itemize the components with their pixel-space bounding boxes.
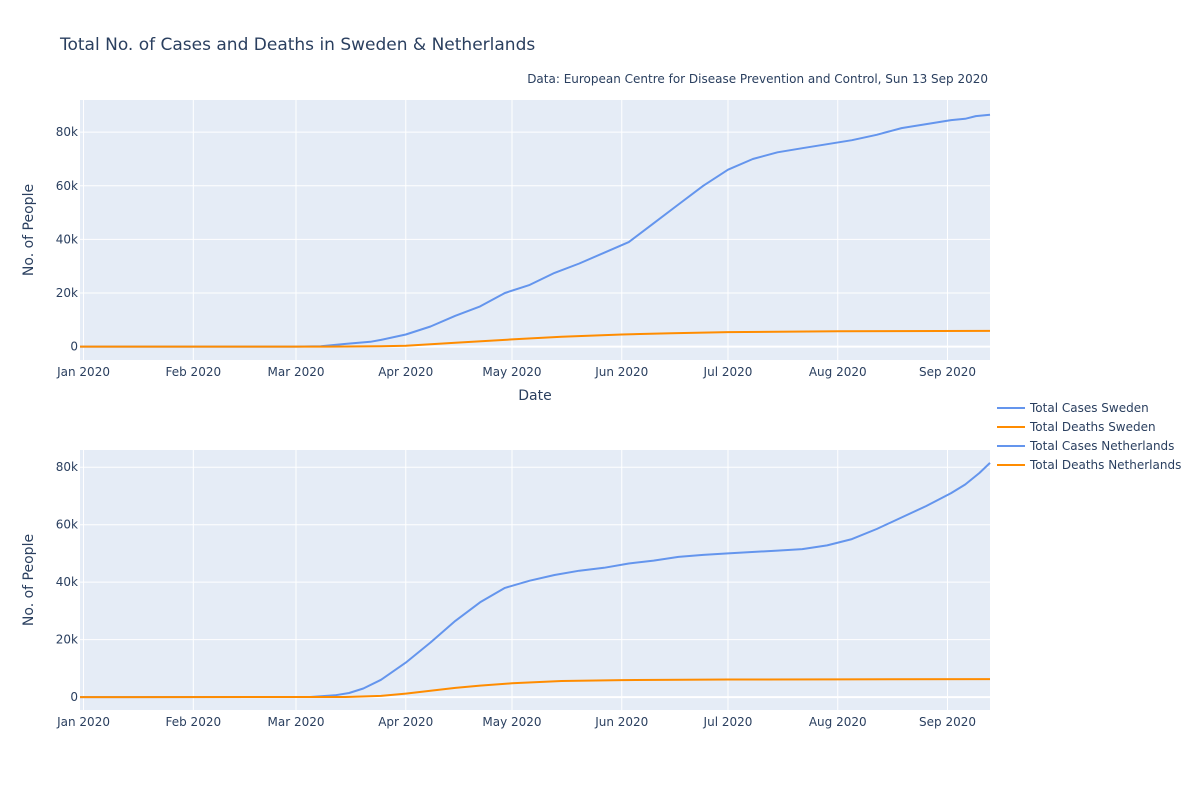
subplot-sweden: Jan 2020 Feb 2020 Mar 2020 Apr 2020 May 2020… [21, 100, 991, 404]
x-tick-label-apr-2020: Apr 2020 [378, 365, 433, 379]
x-tick-label-may-2020: May 2020 [482, 365, 541, 379]
x-tick-label-aug-2020: Aug 2020 [809, 715, 867, 729]
series-netherlands [79, 462, 991, 699]
x-tick-label-feb-2020: Feb 2020 [166, 715, 222, 729]
legend-item-total-deaths-netherlands[interactable]: Total Deaths Netherlands [997, 458, 1181, 472]
x-axis-ticks-netherlands: Jan 2020 Feb 2020 Mar 2020 Apr 2020 May 2020… [56, 715, 976, 729]
legend-item-total-cases-sweden[interactable]: Total Cases Sweden [997, 401, 1149, 415]
y-tick-label-80k: 80k [56, 125, 78, 139]
series-line-total-cases-sweden [80, 113, 991, 348]
legend-label-total-cases-sweden: Total Cases Sweden [1029, 401, 1149, 415]
gridlines-netherlands [80, 450, 990, 710]
x-tick-label-mar-2020: Mar 2020 [267, 365, 324, 379]
x-tick-label-jun-2020: Jun 2020 [594, 715, 648, 729]
x-tick-label-jun-2020: Jun 2020 [594, 365, 648, 379]
x-tick-label-sep-2020: Sep 2020 [919, 715, 976, 729]
y-tick-label-60k: 60k [56, 518, 78, 532]
legend-label-total-cases-netherlands: Total Cases Netherlands [1029, 439, 1174, 453]
source-note: Data: European Centre for Disease Preven… [527, 72, 988, 86]
legend-item-total-cases-netherlands[interactable]: Total Cases Netherlands [997, 439, 1174, 453]
x-tick-label-jul-2020: Jul 2020 [703, 365, 753, 379]
y-tick-label-0: 0 [70, 340, 78, 354]
y-tick-label-40k: 40k [56, 232, 78, 246]
y-tick-label-80k: 80k [56, 460, 78, 474]
series-line-total-deaths-sweden [80, 329, 991, 348]
legend-item-total-deaths-sweden[interactable]: Total Deaths Sweden [997, 420, 1156, 434]
y-tick-label-0: 0 [70, 690, 78, 704]
x-tick-label-jan-2020: Jan 2020 [56, 715, 110, 729]
y-axis-ticks-sweden: 0 20k 40k 60k 80k [56, 125, 78, 353]
y-tick-label-40k: 40k [56, 575, 78, 589]
chart-title: Total No. of Cases and Deaths in Sweden … [59, 35, 535, 55]
series-line-total-deaths-netherlands [79, 678, 991, 699]
x-tick-label-apr-2020: Apr 2020 [378, 715, 433, 729]
x-tick-label-may-2020: May 2020 [482, 715, 541, 729]
x-tick-label-sep-2020: Sep 2020 [919, 365, 976, 379]
series-line-total-cases-netherlands [79, 462, 991, 699]
x-tick-label-aug-2020: Aug 2020 [809, 365, 867, 379]
legend: Total Cases Sweden Total Deaths Sweden T… [997, 401, 1181, 472]
series-sweden [80, 113, 991, 348]
y-tick-label-20k: 20k [56, 633, 78, 647]
y-axis-label-sweden: No. of People [21, 184, 37, 276]
y-tick-label-60k: 60k [56, 179, 78, 193]
x-axis-ticks-sweden: Jan 2020 Feb 2020 Mar 2020 Apr 2020 May 2020… [56, 365, 976, 379]
legend-label-total-deaths-netherlands: Total Deaths Netherlands [1029, 458, 1181, 472]
y-axis-ticks-netherlands: 0 20k 40k 60k 80k [56, 460, 78, 704]
y-axis-label-netherlands: No. of People [21, 534, 37, 626]
x-tick-label-jan-2020: Jan 2020 [56, 365, 110, 379]
y-tick-label-20k: 20k [56, 286, 78, 300]
x-tick-label-feb-2020: Feb 2020 [166, 365, 222, 379]
x-tick-label-mar-2020: Mar 2020 [267, 715, 324, 729]
legend-label-total-deaths-sweden: Total Deaths Sweden [1029, 420, 1156, 434]
x-axis-label-sweden: Date [518, 388, 551, 404]
subplot-netherlands: Jan 2020 Feb 2020 Mar 2020 Apr 2020 May 2020… [21, 450, 991, 729]
x-tick-label-jul-2020: Jul 2020 [703, 715, 753, 729]
